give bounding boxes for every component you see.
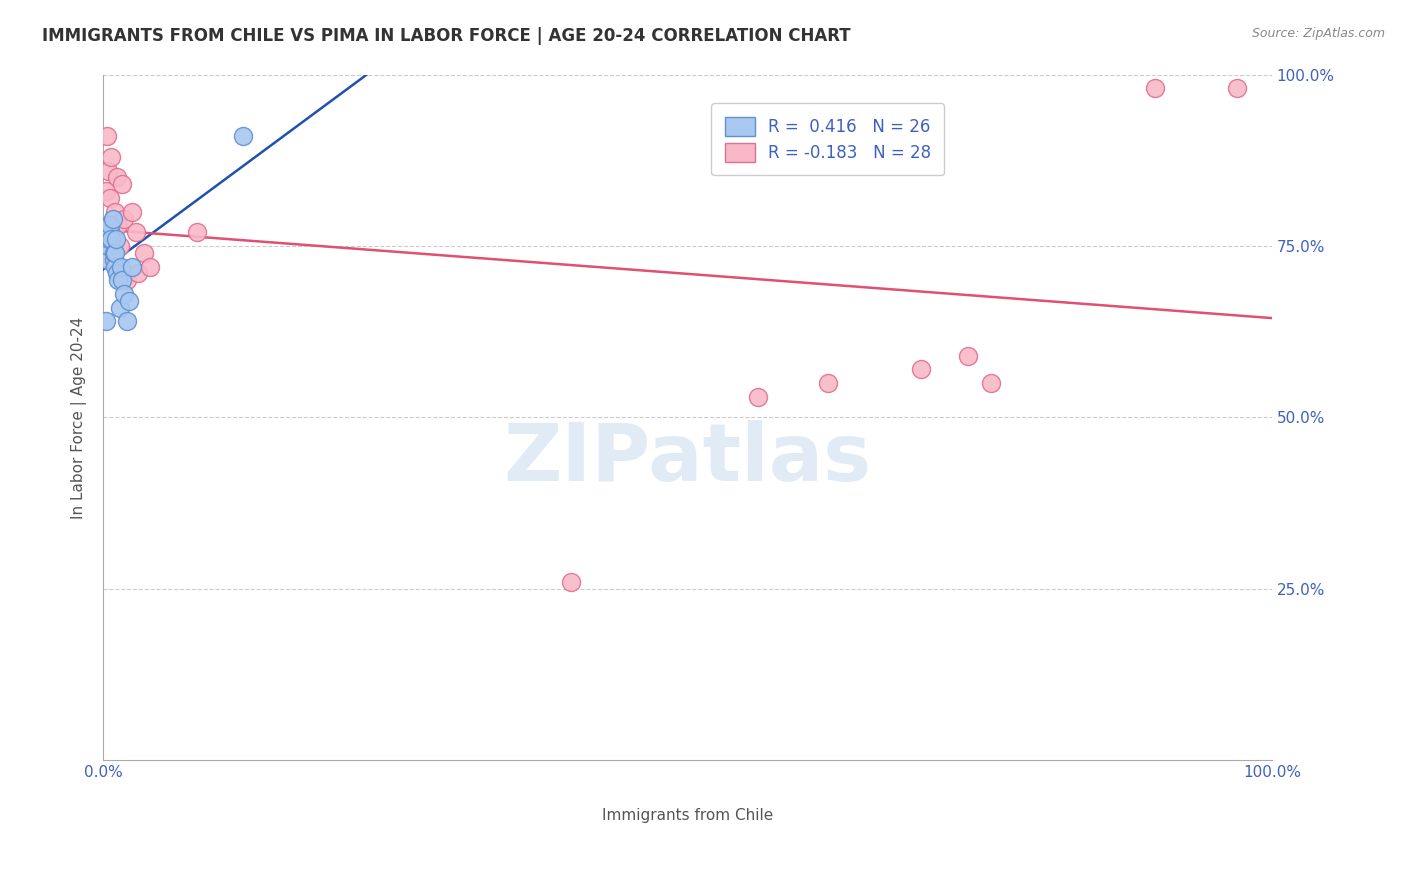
Point [817,376,839,391]
Point [105,232,128,246]
Legend: R =  0.416   N = 26, R = -0.183   N = 28: R = 0.416 N = 26, R = -0.183 N = 28 [711,103,945,175]
Point [103,225,125,239]
Point [118,293,141,308]
Point [98,225,121,239]
Point [121,204,143,219]
Point [112,211,135,226]
Point [98,225,121,239]
Point [139,260,162,274]
Point [1144,81,1167,95]
Point [112,287,135,301]
Point [98,219,121,233]
Point [107,273,129,287]
Point [1226,81,1249,95]
Point [111,178,134,192]
Point [127,267,149,281]
Point [104,260,127,274]
Point [94,314,117,328]
Point [186,225,208,239]
Text: Source: ZipAtlas.com: Source: ZipAtlas.com [1251,27,1385,40]
Point [98,232,121,246]
Point [104,245,127,260]
Point [104,204,127,219]
Point [107,219,129,233]
Point [101,211,124,226]
Point [103,252,125,267]
Point [747,390,769,404]
Text: IMMIGRANTS FROM CHILE VS PIMA IN LABOR FORCE | AGE 20-24 CORRELATION CHART: IMMIGRANTS FROM CHILE VS PIMA IN LABOR F… [42,27,851,45]
Point [115,273,138,287]
Point [134,245,156,260]
Point [105,267,128,281]
Point [105,170,128,185]
Point [103,245,125,260]
Point [108,301,131,315]
Point [560,575,582,590]
Point [957,349,980,363]
Point [94,184,117,198]
Text: ZIPatlas: ZIPatlas [503,419,872,498]
Point [910,362,932,376]
Point [111,273,134,287]
Point [115,314,138,328]
Point [121,260,143,274]
Point [110,260,132,274]
Point [96,232,118,246]
Y-axis label: In Labor Force | Age 20-24: In Labor Force | Age 20-24 [72,317,87,518]
Point [125,225,148,239]
Point [98,219,121,233]
Point [97,239,120,253]
Point [100,232,122,246]
Point [980,376,1002,391]
Point [232,129,254,144]
Point [108,239,131,253]
Point [96,129,118,144]
Point [97,252,120,267]
Point [101,211,124,226]
Point [100,150,122,164]
Point [98,191,121,205]
Text: Immigrants from Chile: Immigrants from Chile [602,808,773,823]
Point [97,163,120,178]
